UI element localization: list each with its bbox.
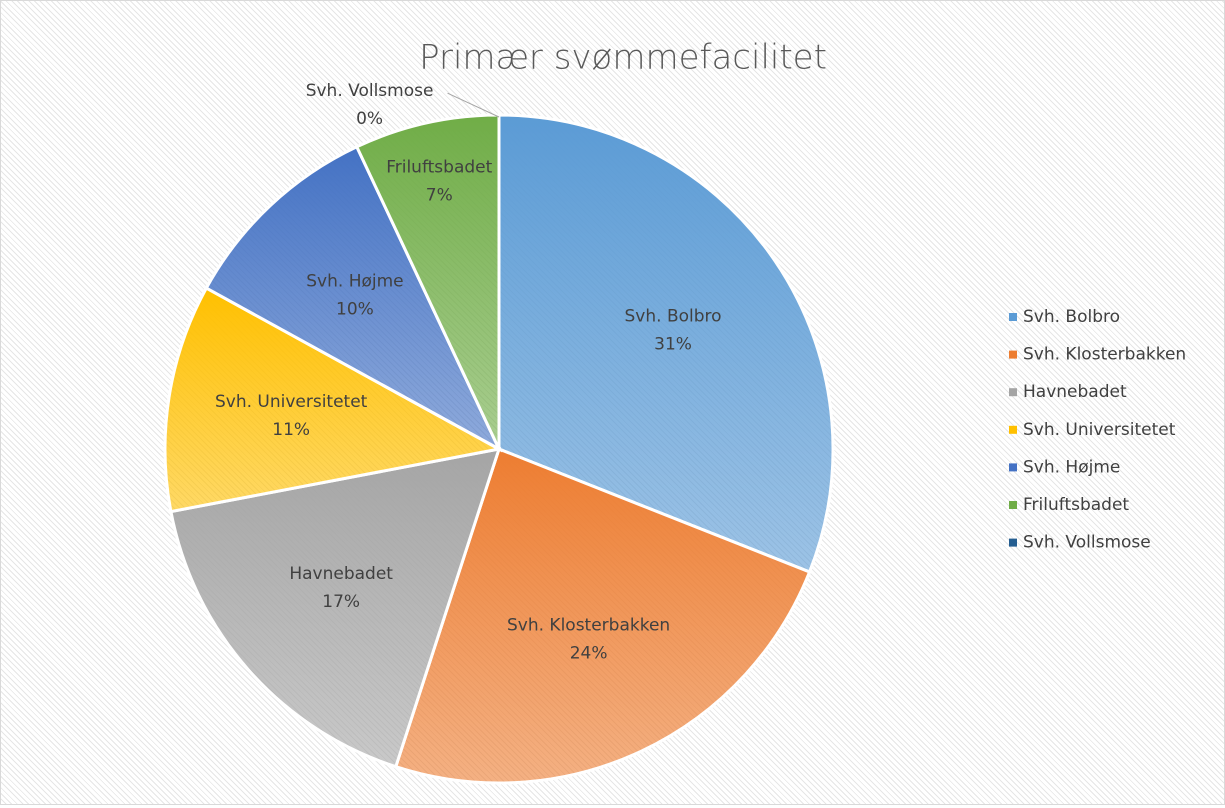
- legend-label: Friluftsbadet: [1023, 495, 1129, 515]
- data-label-name: Svh. Højme: [306, 272, 403, 292]
- data-label-name: Friluftsbadet: [386, 158, 492, 178]
- data-label-name: Svh. Klosterbakken: [507, 615, 670, 635]
- pie-slice: [169, 447, 502, 769]
- legend-label: Havnebadet: [1023, 382, 1127, 402]
- pie-slice: [393, 447, 812, 785]
- legend-label: Svh. Bolbro: [1023, 307, 1120, 327]
- pie-slice: [204, 144, 503, 453]
- legend-label: Svh. Højme: [1023, 457, 1120, 477]
- data-label-value: 7%: [426, 186, 453, 206]
- data-label-value: 0%: [356, 109, 383, 129]
- legend-label: Svh. Vollsmose: [1023, 533, 1151, 553]
- legend-swatch: [1009, 501, 1017, 509]
- legend-label: Svh. Universitetet: [1023, 420, 1176, 440]
- data-label-value: 10%: [336, 300, 374, 320]
- pie-slice: [497, 113, 835, 574]
- data-label-name: Svh. Universitetet: [215, 392, 368, 412]
- data-label-value: 31%: [654, 335, 692, 355]
- legend-swatch: [1009, 350, 1017, 359]
- data-label-value: 24%: [570, 643, 608, 663]
- data-label-value: 11%: [272, 420, 310, 440]
- legend-swatch: [1009, 463, 1017, 472]
- chart-title: Primær svømmefacilitet: [419, 38, 827, 78]
- data-label-name: Svh. Bolbro: [625, 307, 722, 327]
- legend-swatch: [1009, 425, 1017, 434]
- legend-swatch: [1009, 538, 1017, 547]
- data-label-value: 17%: [322, 592, 360, 612]
- legend-label: Svh. Klosterbakken: [1023, 345, 1186, 365]
- legend-swatch: [1009, 388, 1017, 397]
- legend-swatch: [1009, 313, 1017, 321]
- data-label-name: Svh. Vollsmose: [306, 81, 434, 101]
- leader-line: [447, 92, 500, 118]
- data-label-name: Havnebadet: [289, 564, 393, 584]
- pie-slice: [163, 286, 504, 514]
